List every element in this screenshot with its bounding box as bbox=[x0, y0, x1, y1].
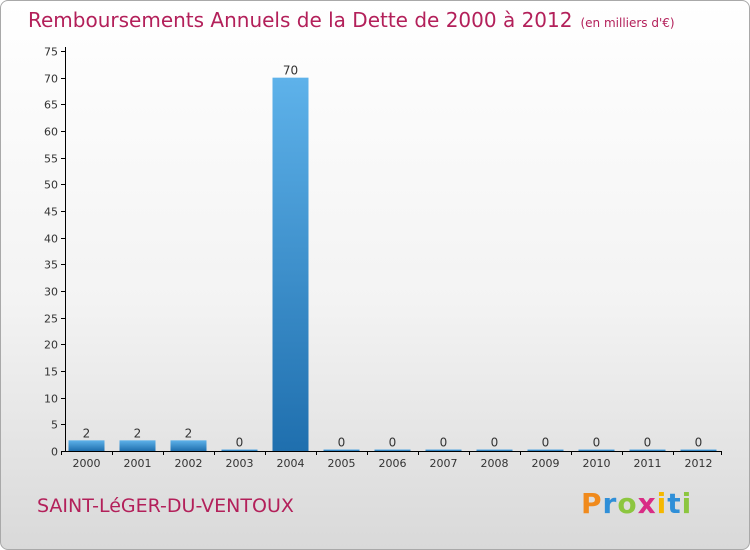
bar-2000 bbox=[68, 440, 105, 451]
data-label-2009: 0 bbox=[542, 436, 550, 450]
bar-2008 bbox=[476, 449, 513, 451]
bar-2007 bbox=[425, 449, 462, 451]
data-label-2007: 0 bbox=[440, 436, 448, 450]
data-label-2005: 0 bbox=[338, 436, 346, 450]
bar-2010 bbox=[578, 449, 615, 451]
x-tick-label-2010: 2010 bbox=[583, 457, 611, 470]
x-tick-label-2002: 2002 bbox=[175, 457, 203, 470]
bar-2009 bbox=[527, 449, 564, 451]
y-tick-label: 10 bbox=[44, 393, 58, 406]
x-tick-label-2006: 2006 bbox=[379, 457, 407, 470]
chart-title: Remboursements Annuels de la Dette de 20… bbox=[28, 8, 675, 32]
y-tick-label: 55 bbox=[44, 153, 58, 166]
x-tick-label-2008: 2008 bbox=[481, 457, 509, 470]
data-label-2003: 0 bbox=[236, 436, 244, 450]
logo-letter: o bbox=[617, 487, 638, 520]
y-tick-label: 45 bbox=[44, 206, 58, 219]
x-tick-label-2001: 2001 bbox=[124, 457, 152, 470]
logo-letter: i bbox=[681, 487, 693, 520]
x-tick-label-2012: 2012 bbox=[685, 457, 713, 470]
data-label-2008: 0 bbox=[491, 436, 499, 450]
chart-title-text: Remboursements Annuels de la Dette de 20… bbox=[28, 8, 573, 32]
bar-2003 bbox=[221, 449, 258, 451]
bar-2011 bbox=[629, 449, 666, 451]
commune-name: SAINT-LéGER-DU-VENTOUX bbox=[37, 495, 294, 517]
chart-unit: (en milliers d'€) bbox=[580, 16, 675, 30]
bar-2006 bbox=[374, 449, 411, 451]
y-tick-label: 40 bbox=[44, 233, 58, 246]
logo-letter: x bbox=[637, 487, 657, 520]
data-label-2006: 0 bbox=[389, 436, 397, 450]
logo-letter: t bbox=[667, 487, 682, 520]
bar-2012 bbox=[680, 449, 717, 451]
data-label-2010: 0 bbox=[593, 436, 601, 450]
data-label-2002: 2 bbox=[185, 426, 193, 440]
bar-2001 bbox=[119, 440, 156, 451]
bar-2005 bbox=[323, 449, 360, 451]
x-tick-label-2004: 2004 bbox=[277, 457, 305, 470]
bar-2004 bbox=[272, 77, 309, 452]
data-label-2004: 70 bbox=[283, 64, 298, 78]
x-tick-label-2003: 2003 bbox=[226, 457, 254, 470]
x-tick-label-2005: 2005 bbox=[328, 457, 356, 470]
y-tick-label: 20 bbox=[44, 339, 58, 352]
y-tick-label: 50 bbox=[44, 179, 58, 192]
y-axis-ticks: 0 5 10 15 20 25 30 35 40 45 50 55 60 65 70 75 bbox=[44, 46, 66, 459]
data-label-2012: 0 bbox=[695, 436, 703, 450]
x-tick-label-2000: 2000 bbox=[73, 457, 101, 470]
proxiti-logo[interactable]: Proxiti bbox=[581, 487, 692, 520]
y-tick-label: 0 bbox=[51, 446, 58, 459]
logo-letter: P bbox=[581, 487, 603, 520]
y-tick-label: 60 bbox=[44, 126, 58, 139]
y-tick-label: 15 bbox=[44, 366, 58, 379]
x-axis-ticks: 2000 2001 2002 2003 2004 2005 2006 2007 2008 2009… bbox=[61, 451, 722, 470]
logo-letter: r bbox=[602, 487, 618, 520]
y-tick-label: 5 bbox=[51, 419, 58, 432]
bars: 2 2 2 0 70 0 0 0 0 0 0 0 0 bbox=[68, 64, 717, 452]
y-tick-label: 70 bbox=[44, 73, 58, 86]
x-tick-label-2009: 2009 bbox=[532, 457, 560, 470]
x-tick-label-2011: 2011 bbox=[634, 457, 662, 470]
y-tick-label: 75 bbox=[44, 46, 58, 59]
x-tick-label-2007: 2007 bbox=[430, 457, 458, 470]
y-tick-label: 35 bbox=[44, 259, 58, 272]
bar-2002 bbox=[170, 440, 207, 451]
y-tick-label: 25 bbox=[44, 313, 58, 326]
data-label-2000: 2 bbox=[83, 426, 91, 440]
logo-letter: i bbox=[656, 487, 668, 520]
data-label-2011: 0 bbox=[644, 436, 652, 450]
y-tick-label: 65 bbox=[44, 99, 58, 112]
data-label-2001: 2 bbox=[134, 426, 142, 440]
y-tick-label: 30 bbox=[44, 286, 58, 299]
